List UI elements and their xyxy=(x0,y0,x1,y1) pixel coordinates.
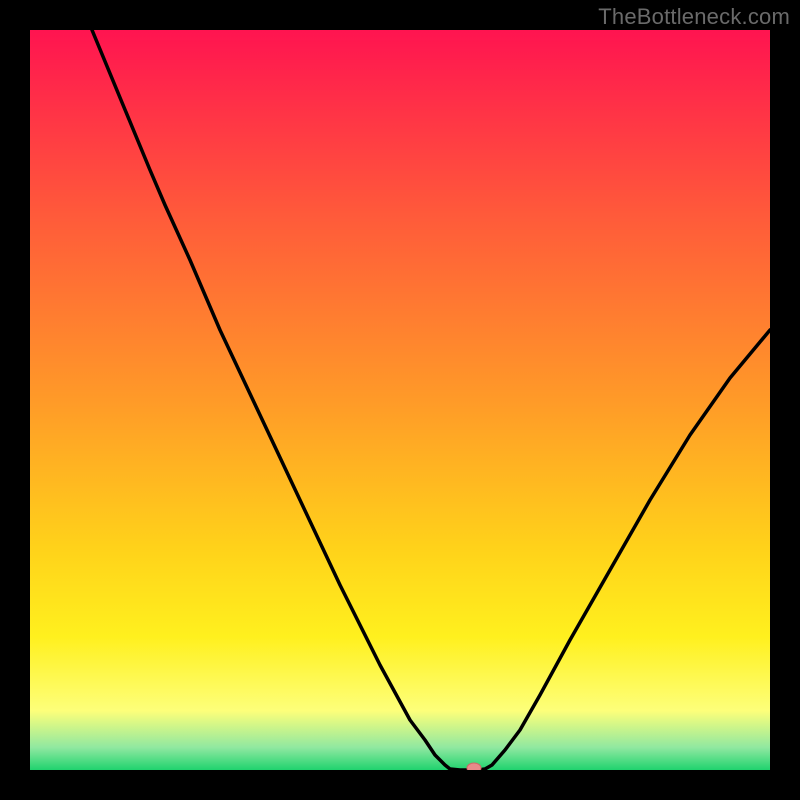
chart-svg xyxy=(30,30,770,770)
plot-area xyxy=(30,30,770,770)
bottleneck-curve xyxy=(92,30,770,770)
minimum-marker xyxy=(467,763,481,770)
attribution-label: TheBottleneck.com xyxy=(598,4,790,30)
chart-container: TheBottleneck.com xyxy=(0,0,800,800)
